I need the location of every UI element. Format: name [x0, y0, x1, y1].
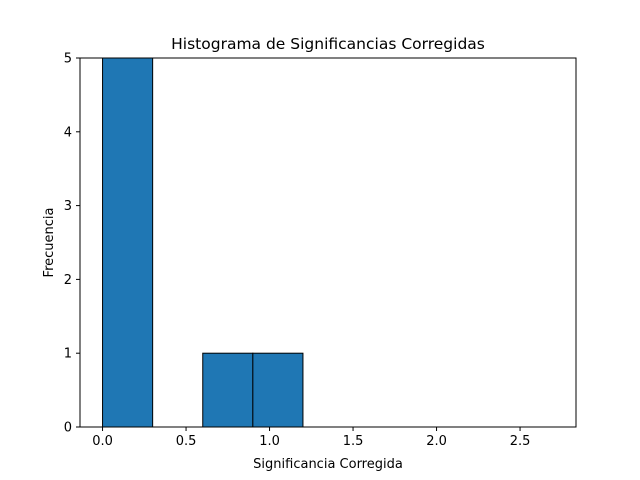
- histogram-bar: [252, 352, 304, 428]
- x-axis-label: Significancia Corregida: [253, 457, 403, 472]
- y-tick-label: 1: [64, 347, 72, 362]
- x-tick-label: 1.5: [343, 434, 364, 449]
- y-ticks-group: 0 1 2 3 4 5: [64, 52, 80, 436]
- bars-group: [102, 57, 304, 428]
- y-tick-label: 5: [64, 52, 72, 67]
- x-tick-label: 2.0: [426, 434, 447, 449]
- plot-frame: [79, 57, 577, 428]
- histogram-bar: [102, 57, 154, 428]
- y-tick-label: 0: [64, 421, 72, 436]
- chart-title: Histograma de Significancias Corregidas: [171, 35, 485, 53]
- x-tick-label: 1.0: [259, 434, 280, 449]
- x-tick-label: 0.0: [92, 434, 113, 449]
- y-axis-label: Frecuencia: [42, 208, 57, 278]
- histogram-bar: [202, 352, 254, 428]
- x-tick-label: 0.5: [176, 434, 197, 449]
- x-ticks-group: 0.0 0.5 1.0 1.5 2.0 2.5: [92, 427, 530, 449]
- x-tick-label: 2.5: [510, 434, 531, 449]
- y-tick-label: 2: [64, 273, 72, 288]
- y-tick-label: 3: [64, 199, 72, 214]
- y-tick-label: 4: [64, 125, 72, 140]
